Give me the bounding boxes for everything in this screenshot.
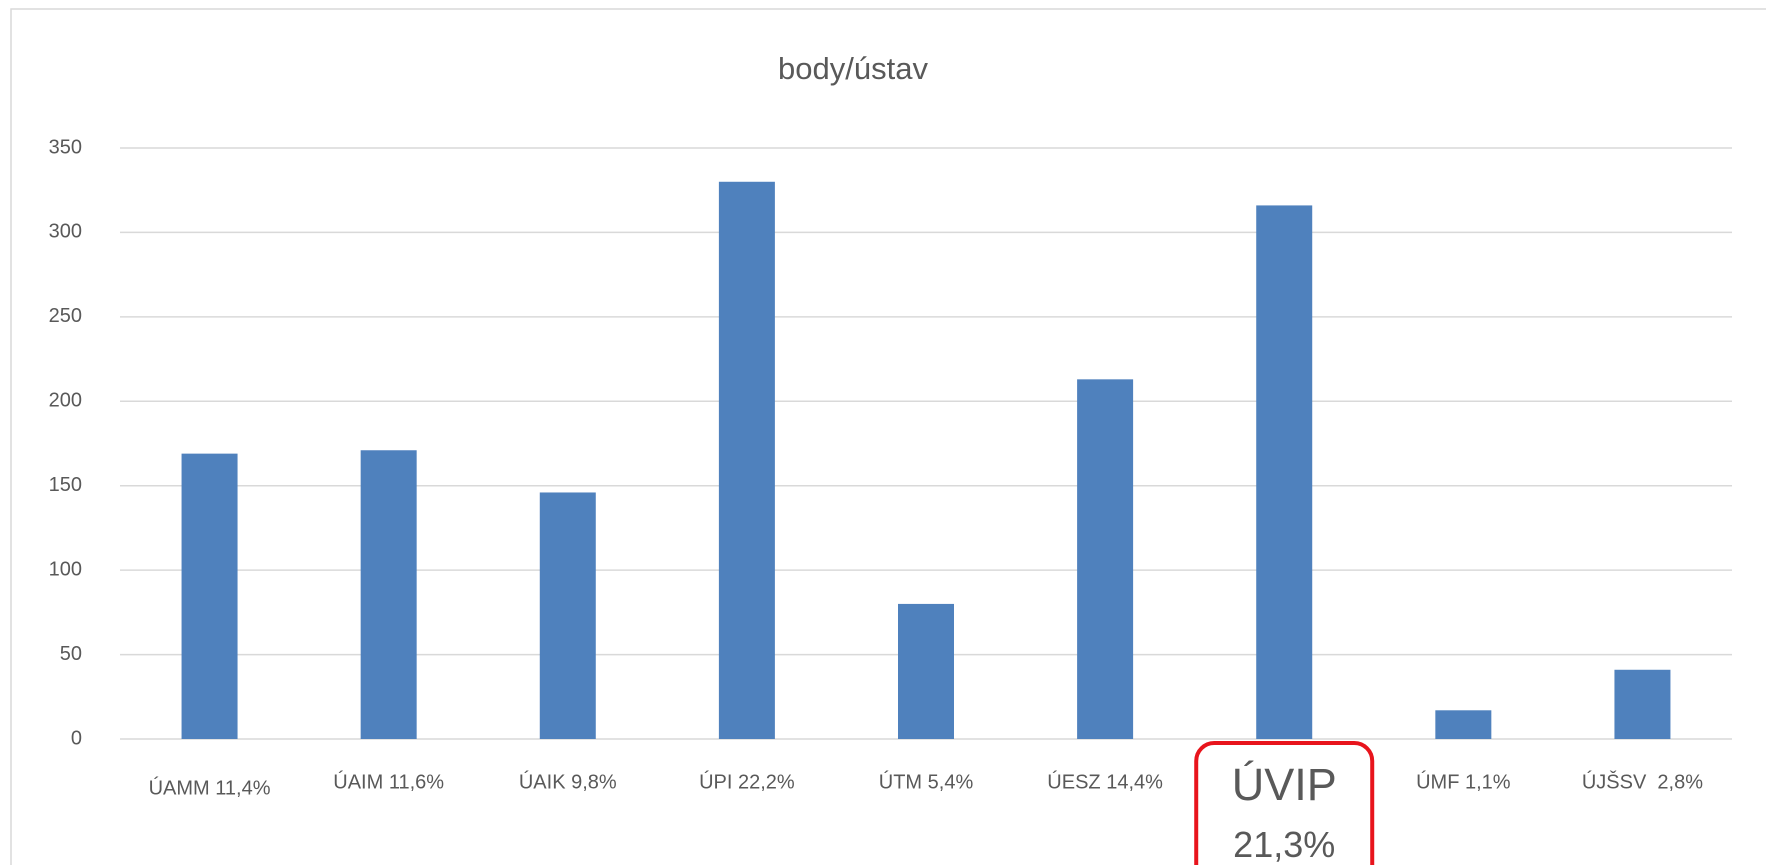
bar [360, 450, 417, 739]
x-tick-label: ÚESZ 14,4% [1047, 770, 1163, 793]
x-tick-label: ÚJŠSV 2,8% [1582, 770, 1703, 793]
bar [898, 603, 954, 739]
y-tick-label: 50 [60, 643, 82, 665]
y-tick-label: 150 [49, 474, 82, 496]
x-tick-label: ÚAIK 9,8% [519, 770, 617, 793]
bar [718, 181, 775, 739]
highlight-box [1194, 741, 1375, 865]
y-tick-label: 350 [49, 136, 82, 158]
y-tick-label: 300 [49, 221, 82, 243]
bar [539, 492, 596, 739]
bar [1256, 205, 1313, 739]
x-tick-label: ÚAIM 11,6% [333, 770, 444, 793]
x-tick-label: ÚMF 1,1% [1416, 770, 1511, 793]
bar [1435, 710, 1492, 739]
x-tick-label-part: ÚVIP [1232, 759, 1337, 810]
x-tick-label: ÚAMM 11,4% [149, 776, 271, 799]
y-tick-label: 0 [71, 727, 82, 749]
x-tick-label: ÚPI 22,2% [699, 770, 795, 793]
bar [181, 453, 238, 739]
bar [1077, 379, 1134, 739]
y-tick-label: 200 [49, 390, 82, 412]
y-tick-label: 100 [49, 558, 82, 580]
x-tick-label: ÚVIP 21,3% [1232, 759, 1337, 865]
bar [1614, 669, 1671, 739]
y-tick-label: 250 [49, 305, 82, 327]
chart-frame [10, 8, 1766, 865]
x-tick-label: ÚTM 5,4% [879, 770, 974, 793]
x-tick-label-part: 21,3% [1233, 824, 1335, 865]
chart-title: body/ústav [778, 51, 928, 86]
